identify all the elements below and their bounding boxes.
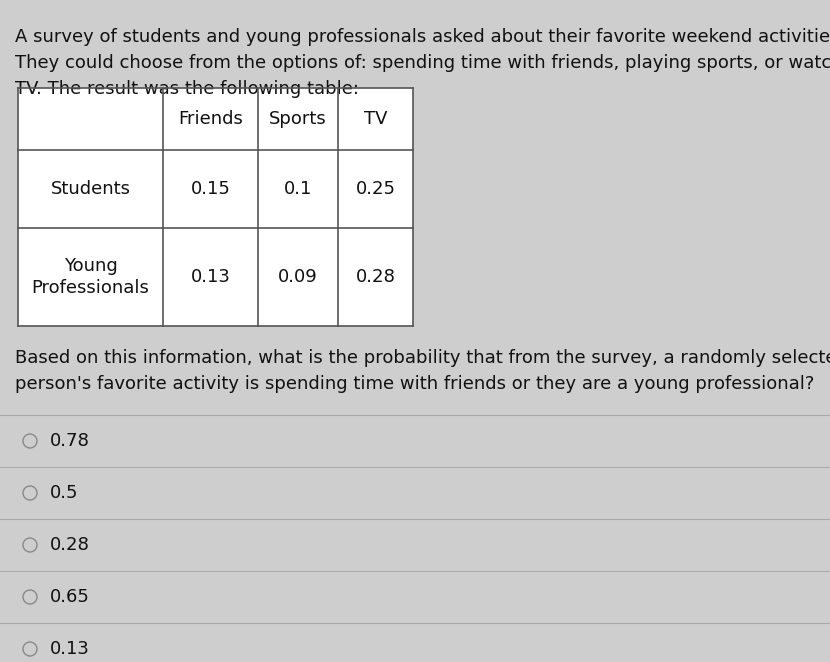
Text: 0.28: 0.28	[50, 536, 90, 554]
Text: 0.25: 0.25	[355, 180, 396, 198]
Bar	[18, 88, 413, 326]
Text: Based on this information, what is the probability that from the survey, a rando: Based on this information, what is the p…	[15, 349, 830, 367]
Text: person's favorite activity is spending time with friends or they are a young pro: person's favorite activity is spending t…	[15, 375, 814, 393]
Text: 0.78: 0.78	[50, 432, 90, 450]
Text: 0.65: 0.65	[50, 588, 90, 606]
Text: Young
Professionals: Young Professionals	[32, 257, 149, 297]
Text: Friends: Friends	[178, 110, 243, 128]
Text: They could choose from the options of: spending time with friends, playing sport: They could choose from the options of: s…	[15, 54, 830, 72]
Text: 0.5: 0.5	[50, 484, 79, 502]
Text: 0.13: 0.13	[50, 640, 90, 658]
Text: TV: TV	[364, 110, 388, 128]
Text: 0.09: 0.09	[278, 268, 318, 286]
Text: Sports: Sports	[269, 110, 327, 128]
Text: TV. The result was the following table:: TV. The result was the following table:	[15, 80, 359, 98]
Text: 0.13: 0.13	[191, 268, 231, 286]
Text: 0.28: 0.28	[355, 268, 395, 286]
Text: 0.15: 0.15	[191, 180, 231, 198]
Text: Students: Students	[51, 180, 130, 198]
Text: 0.1: 0.1	[284, 180, 312, 198]
Text: A survey of students and young professionals asked about their favorite weekend : A survey of students and young professio…	[15, 28, 830, 46]
